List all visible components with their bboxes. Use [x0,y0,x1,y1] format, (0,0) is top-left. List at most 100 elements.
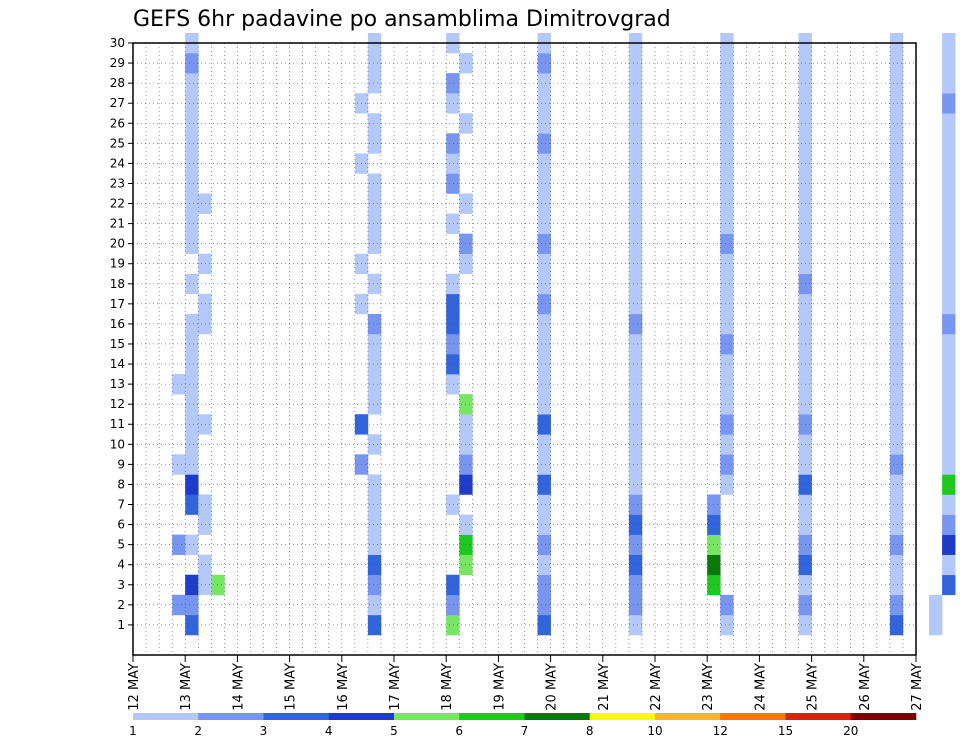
heatmap-cell [942,173,956,194]
colorbar-swatch [785,713,852,720]
x-tick-label: 12 MAY [127,663,142,711]
heatmap-cell [367,394,382,415]
x-axis-ticks: 12 MAY 13 MAY 14 MAY 15 MAY 16 MAY 17 MAY 18 M… [127,655,925,711]
colorbar-label: 10 [647,724,662,738]
heatmap-cell [942,213,956,234]
heatmap-cell [628,434,643,455]
heatmap-cell [628,133,643,154]
heatmap-cell [942,273,956,295]
y-tick-label: 22 [110,197,125,211]
heatmap-cell [889,153,904,174]
heatmap-cell [720,293,734,315]
heatmap-cell [537,574,551,596]
heatmap-cell [185,173,199,194]
x-tick-label: 19 MAY [492,663,507,711]
heatmap-cell [628,93,643,114]
heatmap-cell [537,313,551,335]
colorbar-label: 6 [455,724,463,738]
heatmap-cell [889,193,904,214]
heatmap-cell [185,394,199,415]
heatmap-cell [367,193,382,214]
heatmap-cell [889,474,904,495]
heatmap-cell [720,233,734,254]
heatmap-cell [720,414,734,435]
heatmap-cell [198,514,212,535]
heatmap-cell [628,514,643,535]
heatmap-cell [446,153,460,174]
heatmap-cell [537,434,551,455]
heatmap-cell [720,434,734,455]
heatmap-cell [185,193,199,214]
heatmap-cell [446,293,460,315]
heatmap-cell [537,354,551,375]
heatmap-cell [537,233,551,254]
heatmap-cell [367,233,382,254]
heatmap-cell [628,454,643,475]
heatmap-cell [628,374,643,395]
heatmap-cell [185,153,199,174]
heatmap-cell [628,414,643,435]
heatmap-cell [628,293,643,315]
colorbar-swatch [198,713,264,720]
x-tick-label: 23 MAY [701,663,716,711]
y-tick-label: 18 [110,277,125,291]
heatmap-cell [720,594,734,616]
heatmap-cell [889,333,904,355]
heatmap-cell [889,213,904,234]
heatmap-cell [889,394,904,415]
heatmap-cell [367,514,382,535]
y-tick-label: 4 [117,558,125,572]
heatmap-cell [537,494,551,515]
colorbar-swatch [850,713,917,720]
heatmap-cell [367,213,382,234]
heatmap-cell [942,193,956,214]
heatmap-cell [929,614,943,636]
colorbar-label: 8 [586,724,594,738]
heatmap-cell [942,93,956,114]
heatmap-cell [185,133,199,154]
heatmap-cell [185,233,199,254]
heatmap-cell [889,73,904,94]
heatmap-cell [628,594,643,616]
heatmap-cell [628,574,643,596]
heatmap-cell [942,374,956,395]
heatmap-cell [198,554,212,576]
x-tick-label: 20 MAY [545,663,560,711]
heatmap-cell [537,153,551,174]
heatmap-cell [198,293,212,315]
heatmap-cell [628,153,643,174]
heatmap-cell [185,73,199,94]
heatmap-cell [889,614,904,636]
heatmap-cell [185,273,199,295]
heatmap-cell [367,534,382,555]
heatmap-cell [537,414,551,435]
heatmap-cell [446,173,460,194]
x-tick-label: 25 MAY [806,663,821,711]
heatmap-cell [720,93,734,114]
heatmap-cell [889,53,904,74]
heatmap-cell [185,614,199,636]
colorbar-label: 2 [194,724,202,738]
heatmap-cell [942,534,956,555]
heatmap-cell [942,113,956,134]
colorbar-label: 7 [521,724,529,738]
y-tick-label: 7 [117,498,125,512]
colorbar-swatch [524,713,591,720]
heatmap-cell [537,514,551,535]
heatmap-cell [889,173,904,194]
y-tick-label: 1 [117,618,125,632]
heatmap-cell [720,173,734,194]
heatmap-cell [446,93,460,114]
heatmap-cell [929,594,943,616]
heatmap-cell [942,313,956,335]
heatmap-cell [889,354,904,375]
heatmap-cell [889,554,904,576]
heatmap-cell [628,233,643,254]
heatmap-cell [446,574,460,596]
heatmap-cell [628,53,643,74]
heatmap-cell [367,113,382,134]
heatmap-cell [185,534,199,555]
colorbar-swatch [655,713,721,720]
heatmap-cell [889,374,904,395]
